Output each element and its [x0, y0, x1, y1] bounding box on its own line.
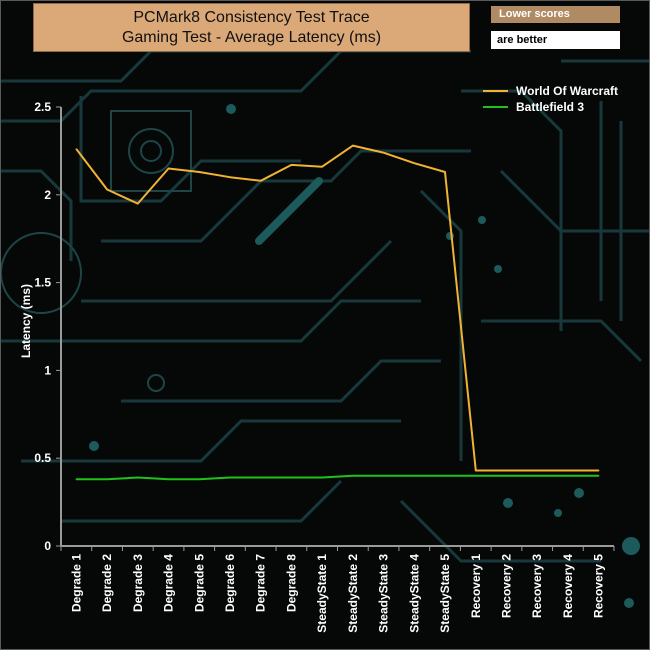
series-lines	[75, 144, 600, 481]
series-1-point	[536, 469, 538, 472]
series-2-point	[75, 478, 78, 481]
chart-title-line1: PCMark8 Consistency Test Trace	[133, 9, 370, 26]
series-2-point	[567, 474, 569, 477]
y-axis-label: Latency (ms)	[19, 284, 33, 358]
series-2-point	[382, 474, 385, 477]
x-tick-label: Recovery 5	[592, 554, 606, 618]
legend-label: Battlefield 3	[516, 100, 584, 114]
y-tick-label: 2.5	[34, 100, 51, 114]
series-2-point	[536, 474, 538, 477]
x-tick-label: Degrade 3	[131, 554, 145, 612]
chart-title: PCMark8 Consistency Test Trace Gaming Te…	[33, 3, 470, 52]
series-1-point	[474, 469, 477, 472]
y-axis-ticks: 0 0.5 1 1.5 2 2.5	[34, 100, 61, 553]
y-tick-label: 2	[44, 188, 51, 202]
series-2-point	[505, 474, 508, 477]
series-2-point	[352, 474, 354, 477]
series-2-point	[321, 476, 323, 479]
x-tick-label: Recovery 3	[530, 554, 544, 618]
x-tick-label: Recovery 2	[499, 554, 513, 618]
series-2-point	[597, 474, 600, 477]
series-1-point	[382, 151, 385, 154]
y-tick-label: 0	[44, 539, 51, 553]
series-2-point	[229, 476, 231, 479]
x-tick-label: Degrade 2	[100, 554, 114, 612]
x-tick-label: SteadyState 5	[438, 554, 452, 633]
x-axis-ticks: Degrade 1 Degrade 2 Degrade 3 Degrade 4 Degr…	[60, 546, 615, 633]
series-line-2	[76, 474, 599, 481]
series-2-point	[259, 476, 262, 479]
series-1-point	[413, 162, 416, 164]
series-1-point	[567, 469, 569, 472]
x-tick-label: Recovery 1	[469, 554, 483, 618]
series-2-point	[198, 478, 201, 481]
axes	[60, 107, 614, 547]
series-1-point	[137, 202, 139, 205]
note-lower-scores: Lower scores	[491, 6, 620, 23]
series-2-point	[413, 474, 416, 477]
series-1-point	[259, 179, 262, 182]
note-are-better: are better	[491, 31, 620, 49]
x-tick-label: Degrade 8	[284, 554, 298, 612]
series-2-point	[106, 478, 108, 481]
x-tick-label: SteadyState 4	[407, 554, 421, 633]
series-1-point	[167, 167, 170, 170]
chart-title-line2: Gaming Test - Average Latency (ms)	[121, 29, 382, 46]
x-tick-label: SteadyState 1	[315, 554, 329, 633]
x-tick-label: Recovery 4	[561, 554, 575, 618]
series-1-point	[106, 188, 108, 191]
legend: World Of Warcraft Battlefield 3	[483, 84, 618, 114]
series-1-point	[444, 171, 446, 173]
series-1-point	[505, 469, 508, 472]
series-1-point	[75, 148, 78, 150]
x-tick-label: SteadyState 3	[377, 554, 391, 633]
x-tick-label: Degrade 7	[254, 554, 268, 612]
series-2-point	[290, 476, 293, 479]
x-tick-label: SteadyState 2	[346, 554, 360, 633]
x-tick-label: Degrade 6	[223, 554, 237, 612]
y-tick-label: 0.5	[34, 451, 51, 465]
series-2-point	[167, 478, 170, 481]
y-tick-label: 1	[44, 363, 51, 377]
series-2-point	[444, 474, 446, 477]
series-1-point	[352, 144, 354, 147]
series-line-1	[75, 144, 599, 472]
series-1-point	[597, 469, 600, 472]
series-1-point	[229, 176, 231, 179]
x-tick-label: Degrade 5	[192, 554, 206, 612]
series-2-point	[474, 474, 477, 477]
series-1-point	[198, 171, 201, 173]
x-tick-label: Degrade 1	[69, 554, 83, 612]
x-tick-label: Degrade 4	[162, 554, 176, 612]
legend-label: World Of Warcraft	[516, 84, 618, 98]
y-tick-label: 1.5	[34, 276, 51, 290]
series-1-point	[290, 164, 293, 166]
series-1-point	[321, 165, 323, 168]
series-2-point	[137, 476, 139, 479]
